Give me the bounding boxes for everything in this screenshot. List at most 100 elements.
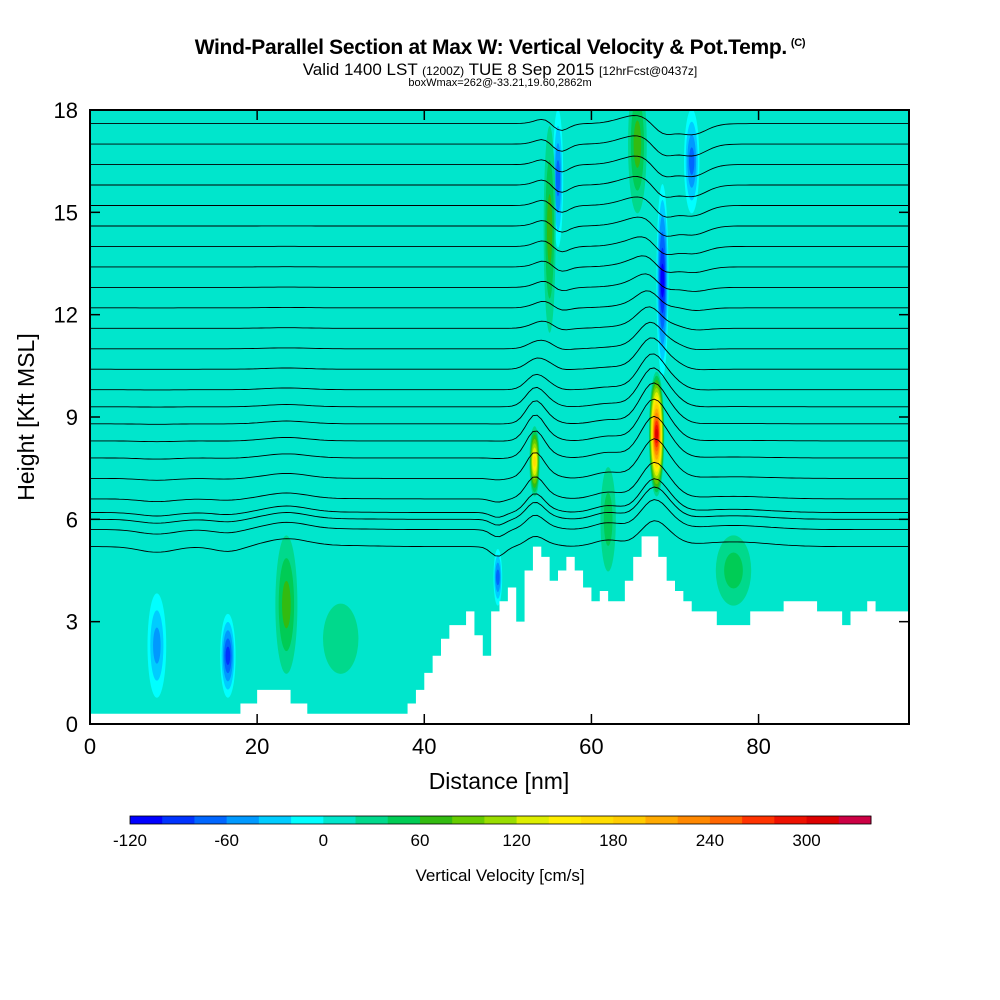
isentrope-line	[90, 273, 909, 292]
chart-subtitle: Valid 1400 LST (1200Z) TUE 8 Sep 2015 [1…	[0, 60, 1000, 80]
colorbar-swatch	[838, 816, 872, 824]
colorbar-swatch	[613, 816, 646, 824]
subtitle-fcst: [12hrFcst@0437z]	[599, 64, 698, 78]
isentrope-line	[90, 196, 909, 218]
isentrope-line	[90, 398, 909, 443]
colorbar-tick-label: 0	[319, 831, 328, 850]
chart-title-text: Wind-Parallel Section at Max W: Vertical…	[194, 36, 788, 59]
x-tick-label: 0	[84, 734, 96, 759]
colorbar-swatch	[581, 816, 614, 824]
y-tick-label: 15	[54, 200, 78, 225]
y-tick-label: 3	[66, 610, 78, 635]
isentrope-line	[90, 520, 909, 557]
chart-title: Wind-Parallel Section at Max W: Vertical…	[0, 36, 1000, 60]
velocity-cell-2	[660, 263, 665, 298]
isentrope-line	[90, 290, 909, 311]
isentrope-line	[90, 337, 909, 371]
velocity-cell-0	[655, 428, 659, 440]
colorbar-swatch	[484, 816, 518, 824]
velocity-cell-12	[724, 552, 743, 589]
velocity-cell-3	[555, 160, 561, 197]
y-tick-label: 6	[66, 507, 78, 532]
terrain	[90, 536, 909, 724]
isentrope-line	[90, 499, 909, 538]
subtitle-utc: (1200Z)	[422, 64, 465, 78]
isentrope-line	[90, 155, 909, 178]
colorbar-swatch	[645, 816, 679, 824]
velocity-cell-8	[282, 580, 291, 629]
terrain-mask	[90, 536, 909, 724]
velocity-cell-5	[495, 569, 500, 586]
colorbar-swatch	[130, 816, 163, 824]
isentrope-line	[90, 478, 909, 518]
colorbar-tick-label: -120	[113, 831, 147, 850]
x-axis-title: Distance [nm]	[429, 768, 570, 794]
colorbar-swatch	[774, 816, 808, 824]
velocity-cell-11	[603, 492, 613, 546]
velocity-cell-4	[689, 147, 695, 175]
velocity-cell-7	[225, 646, 231, 665]
colorbar-swatch	[291, 816, 324, 824]
colorbar-swatch	[258, 816, 292, 824]
colorbar-swatch	[387, 816, 421, 824]
colorbar-swatch	[194, 816, 228, 824]
colorbar-swatch	[419, 816, 453, 824]
y-tick-label: 9	[66, 405, 78, 430]
isentrope-line	[90, 367, 909, 408]
colorbar-swatch	[548, 816, 582, 824]
colorbar-frame	[129, 815, 872, 825]
isentrope-line	[90, 353, 909, 391]
isentrope-line	[90, 135, 909, 157]
velocity-cell-10	[633, 120, 642, 168]
colorbar-swatch	[162, 816, 195, 824]
subtitle-main: Valid 1400 LST	[302, 60, 418, 79]
y-axis-title: Height [Kft MSL]	[13, 333, 39, 500]
colorbar-swatch	[677, 816, 711, 824]
isentrope-line	[90, 321, 909, 351]
colorbar-swatch	[516, 816, 550, 824]
y-tick-label: 0	[66, 712, 78, 737]
isentrope-line	[90, 115, 909, 136]
x-tick-label: 40	[412, 734, 436, 759]
x-tick-label: 20	[245, 734, 269, 759]
colorbar-tick-label: 300	[792, 831, 820, 850]
colorbar-tick-label: 60	[410, 831, 429, 850]
velocity-cell-1	[533, 456, 537, 467]
colorbar-title: Vertical Velocity [cm/s]	[415, 866, 584, 885]
y-tick-label: 12	[54, 303, 78, 328]
x-tick-label: 80	[746, 734, 770, 759]
colorbar-swatch	[452, 816, 485, 824]
isentrope-line	[90, 382, 909, 425]
isentrope-line	[90, 216, 909, 237]
isentrope-line	[90, 415, 909, 460]
colorbar-swatch	[806, 816, 840, 824]
isentrope-line	[90, 236, 909, 256]
colorbar: -120 -60 0 60 120 180 240 300	[113, 815, 872, 850]
axes: 0 20 40 60 80 0 3 6 9 12 15 18	[54, 98, 909, 759]
colorbar-swatch	[742, 816, 775, 824]
chart-subtitle-box: boxWmax=262@-33.21,19.60,2862m	[408, 77, 592, 89]
isentrope-line	[90, 255, 909, 274]
velocity-cell-6	[153, 627, 161, 664]
colorbar-tick-label: 180	[599, 831, 627, 850]
colorbar-tick-label: 240	[696, 831, 724, 850]
isentrope-line	[90, 438, 909, 481]
title-mark: (C)	[790, 37, 806, 49]
isentrope-line	[90, 306, 909, 331]
colorbar-swatch	[355, 816, 389, 824]
velocity-cell-13	[323, 603, 359, 674]
isentrope-line	[90, 176, 909, 198]
y-tick-label: 18	[54, 98, 78, 123]
colorbar-tick-label: 120	[502, 831, 530, 850]
velocity-cell-9	[546, 194, 553, 265]
colorbar-swatch	[226, 816, 260, 824]
isentropes	[90, 115, 909, 557]
colorbar-swatch	[323, 816, 357, 824]
isentrope-line	[90, 486, 909, 526]
x-tick-label: 60	[579, 734, 603, 759]
colorbar-tick-label: -60	[214, 831, 239, 850]
colorbar-swatch	[709, 816, 743, 824]
isentrope-line	[90, 461, 909, 503]
subtitle-date: TUE 8 Sep 2015	[468, 60, 595, 79]
